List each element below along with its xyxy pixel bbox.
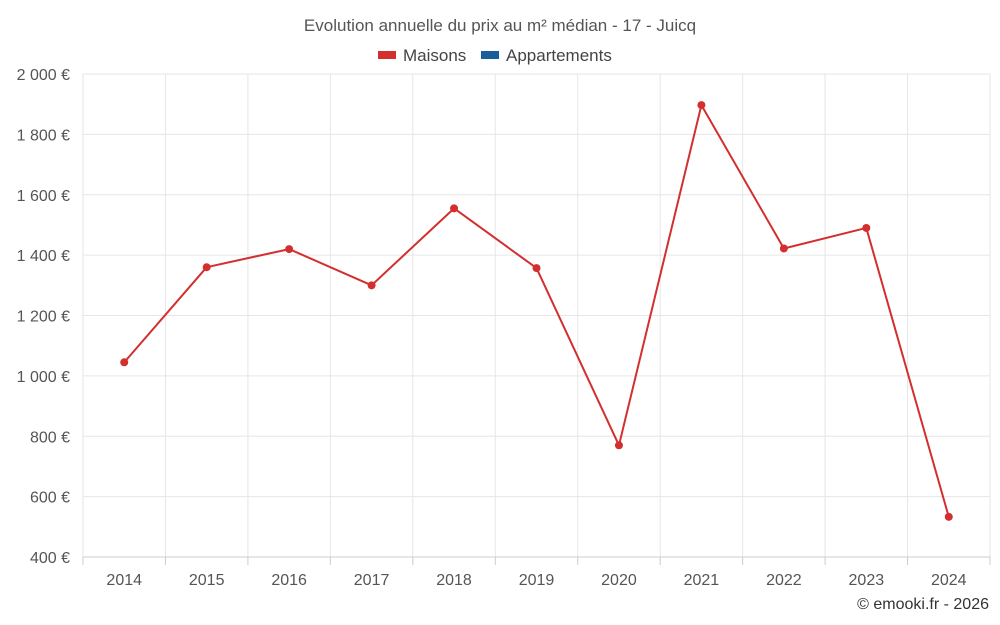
data-point-maisons xyxy=(944,512,953,521)
y-tick-label: 1 200 € xyxy=(17,309,70,326)
y-tick-label: 2 000 € xyxy=(17,67,70,84)
y-tick-label: 1 800 € xyxy=(17,127,70,144)
data-point-maisons xyxy=(450,204,459,213)
legend-swatch-maisons xyxy=(378,51,396,59)
x-tick-label: 2024 xyxy=(931,572,967,589)
y-tick-label: 800 € xyxy=(30,429,70,446)
x-tick-label: 2018 xyxy=(436,572,472,589)
data-point-maisons xyxy=(614,441,623,450)
y-tick-label: 1 600 € xyxy=(17,188,70,205)
x-tick-label: 2014 xyxy=(106,572,142,589)
x-tick-label: 2019 xyxy=(519,572,555,589)
x-axis: 2014 2015 2016 2017 2018 2019 2020 2021 2022 2023… xyxy=(82,556,991,589)
legend-label-maisons: Maisons xyxy=(403,46,466,65)
data-point-maisons xyxy=(779,244,788,253)
x-tick-label: 2021 xyxy=(684,572,720,589)
y-axis: 400 € 600 € 800 € 1 000 € 1 200 € 1 400 € 1 60… xyxy=(17,67,70,567)
x-tick-label: 2022 xyxy=(766,572,802,589)
x-tick-label: 2017 xyxy=(354,572,390,589)
data-point-maisons xyxy=(367,281,376,290)
series-maisons xyxy=(120,101,953,521)
grid xyxy=(82,73,991,558)
legend-item-appartements[interactable]: Appartements xyxy=(481,46,612,65)
legend-swatch-appartements xyxy=(481,51,499,59)
legend-item-maisons[interactable]: Maisons xyxy=(378,46,466,65)
legend-label-appartements: Appartements xyxy=(506,46,612,65)
y-tick-label: 1 000 € xyxy=(17,369,70,386)
data-point-maisons xyxy=(862,223,871,232)
x-tick-label: 2015 xyxy=(189,572,225,589)
data-point-maisons xyxy=(532,264,541,273)
data-point-maisons xyxy=(120,358,129,367)
x-tick-label: 2023 xyxy=(849,572,885,589)
data-point-maisons xyxy=(285,245,294,254)
y-tick-label: 600 € xyxy=(30,490,70,507)
y-tick-label: 400 € xyxy=(30,550,70,567)
y-tick-label: 1 400 € xyxy=(17,248,70,265)
x-tick-label: 2016 xyxy=(271,572,307,589)
x-tick-label: 2020 xyxy=(601,572,637,589)
data-point-maisons xyxy=(202,263,211,272)
footer-credit: © emooki.fr - 2026 xyxy=(857,596,989,613)
chart-title: Evolution annuelle du prix au m² médian … xyxy=(304,16,696,35)
data-point-maisons xyxy=(697,101,706,110)
legend: Maisons Appartements xyxy=(378,46,612,65)
